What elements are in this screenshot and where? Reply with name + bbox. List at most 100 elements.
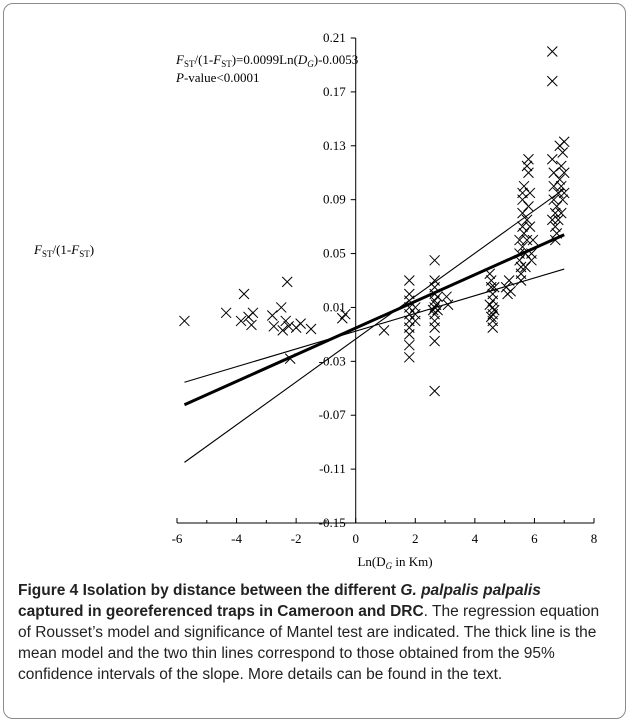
data-point-marker [518,227,530,239]
data-point-marker [514,254,525,266]
data-point-marker [557,194,569,206]
data-point-marker [549,221,561,232]
data-point-marker [485,311,497,323]
data-point-marker [520,261,531,273]
x-tick-label: 4 [472,531,479,546]
data-point-marker [555,207,567,219]
y-axis-label: FST/(1-FST) [33,242,94,259]
data-point-marker [281,276,293,288]
data-point-marker [179,315,190,327]
data-point-marker [548,194,560,206]
data-point-marker [442,299,454,311]
data-point-marker [268,320,280,332]
data-point-marker [488,281,500,293]
data-point-marker [518,180,530,192]
data-point-marker [429,254,440,266]
pvalue-annotation: P-value<0.0001 [175,70,260,85]
data-point-marker [558,167,570,179]
data-point-marker [524,221,536,232]
tick-labels: 0.21 0.17 0.13 0.09 0.05 0.01 -0.03 -0.07 -0.11 -… [172,30,598,546]
data-point-marker [552,187,564,199]
data-point-marker [546,75,558,87]
x-tick-label: 2 [412,531,419,546]
data-markers [179,46,570,397]
figure-frame [3,3,626,719]
data-point-marker [548,167,560,179]
x-tick-label: 0 [352,531,359,546]
data-point-marker [429,335,440,347]
data-point-marker [403,275,415,286]
regression-line-ci-lower-slope [184,268,565,383]
y-tick-label: -0.15 [319,515,346,530]
data-point-marker [527,234,539,246]
data-point-marker [409,315,421,327]
scatter-chart: 0.21 0.17 0.13 0.09 0.05 0.01 -0.03 -0.07 -0.11 -… [33,30,598,571]
data-point-marker [558,187,570,199]
data-point-marker [484,299,496,311]
data-point-marker [403,329,415,340]
data-point-marker [246,319,257,331]
data-point-marker [295,318,306,329]
data-point-marker [238,288,250,300]
data-point-marker [521,234,533,246]
data-point-marker [305,323,317,335]
x-tick-label: -2 [291,531,302,546]
data-point-marker [546,214,558,226]
data-point-marker [558,136,570,148]
data-point-marker [554,174,566,185]
x-tick-label: 8 [591,531,598,546]
data-point-marker [523,153,534,165]
y-tick-label: 0.01 [323,299,346,314]
data-point-marker [432,304,443,316]
data-point-marker [517,207,528,219]
data-point-marker [515,275,527,286]
y-tick-label: -0.11 [319,461,346,476]
x-tick-label: -4 [231,531,242,546]
x-tick-label: -6 [172,531,183,546]
data-point-marker [552,214,564,226]
data-point-marker [549,234,561,246]
data-point-marker [339,308,351,320]
data-point-marker [275,302,287,313]
equation-annotation: FST/(1-FST)=0.0099Ln(DG)-0.0053 [175,52,358,69]
data-point-marker [557,147,569,158]
figure-caption: Figure 4 Isolation by distance between t… [18,580,610,685]
data-point-marker [247,307,259,319]
y-tick-label: 0.21 [323,30,346,45]
data-point-marker [235,315,247,327]
caption-title: Figure 4 Isolation by distance between t… [18,582,541,620]
data-point-marker [521,160,533,172]
data-point-marker [266,310,278,321]
data-point-marker [484,268,496,280]
data-point-marker [551,227,563,239]
caption-text: . The regression equation of Rousset’s m… [18,603,600,683]
data-point-marker [514,234,525,246]
data-point-marker [429,322,440,334]
data-point-marker [521,214,533,226]
data-point-marker [546,153,558,165]
data-point-marker [277,324,289,336]
y-tick-label: 0.13 [323,138,346,153]
data-point-marker [283,320,295,332]
data-point-marker [555,180,567,192]
data-point-marker [485,281,497,293]
data-point-marker [517,241,528,253]
x-axis-label: Ln(DG in Km) [357,554,432,571]
y-tick-label: -0.07 [319,407,347,422]
data-point-marker [403,351,415,363]
axes [176,37,595,524]
data-point-marker [523,201,534,212]
data-point-marker [517,221,528,232]
data-point-marker [520,248,531,259]
data-point-marker [487,322,499,334]
data-point-marker [378,324,390,336]
data-point-marker [403,339,415,351]
y-tick-label: 0.05 [323,246,346,261]
data-point-marker [427,304,439,316]
data-point-marker [280,315,292,327]
regression-line-mean [183,233,565,407]
data-point-marker [503,275,515,286]
regression-lines [183,188,565,463]
data-point-marker [524,187,536,199]
data-point-marker [220,307,232,319]
